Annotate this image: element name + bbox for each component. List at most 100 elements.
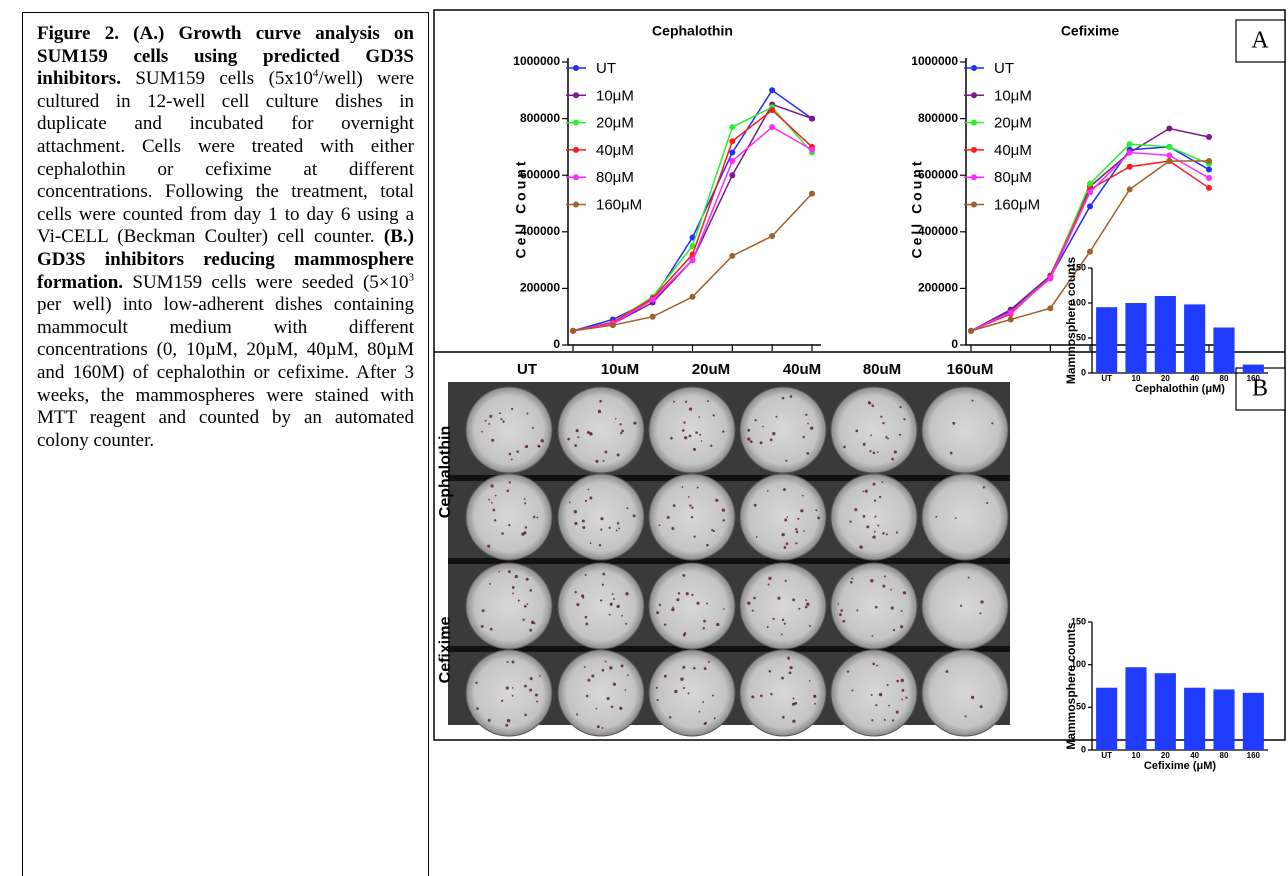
sphere-dot <box>494 494 497 497</box>
sphere-dot <box>888 704 890 707</box>
point <box>689 257 696 264</box>
sphere-dot <box>524 713 527 717</box>
x-tick-label: 80 <box>1220 374 1229 383</box>
sphere-dot <box>703 619 706 623</box>
sphere-dot <box>872 535 876 539</box>
sphere-dot <box>952 421 956 425</box>
sphere-dot <box>510 407 514 410</box>
caption-text: 3 <box>408 271 415 284</box>
sphere-dot <box>521 532 525 536</box>
sphere-dot <box>591 674 595 678</box>
sphere-dot <box>874 515 877 518</box>
legend-marker <box>573 201 579 208</box>
sphere-dot <box>784 579 787 582</box>
sphere-dot <box>506 719 511 723</box>
sphere-dot <box>895 710 899 714</box>
sphere-dot <box>508 481 512 484</box>
sphere-dot <box>747 601 751 605</box>
sphere-dot <box>687 692 690 695</box>
point <box>1166 125 1173 132</box>
sphere-dot <box>673 400 676 403</box>
bar <box>1242 692 1264 750</box>
point <box>570 327 576 334</box>
sphere-dot <box>800 509 804 513</box>
sphere-dot <box>582 596 585 599</box>
sphere-dot <box>762 425 764 428</box>
point <box>1047 275 1054 282</box>
sphere-dot <box>608 526 611 529</box>
sphere-dot <box>712 414 715 417</box>
sphere-dot <box>597 409 602 414</box>
sphere-dot <box>698 416 700 418</box>
sphere-dot <box>533 622 536 625</box>
y-tick-label: 800000 <box>520 111 560 125</box>
point <box>1047 305 1054 312</box>
sphere-dot <box>781 676 784 680</box>
x-tick-label: 10 <box>1132 374 1141 383</box>
sphere-dot <box>576 713 579 716</box>
legend-label: 10μM <box>994 87 1032 104</box>
y-tick-label: 600000 <box>520 167 560 181</box>
point <box>1206 158 1212 165</box>
sphere-dot <box>524 684 527 688</box>
sphere-dot <box>871 719 874 722</box>
y-tick-label: 400000 <box>918 224 958 238</box>
sphere-dot <box>484 419 487 422</box>
sphere-dot <box>532 515 536 519</box>
sphere-dot <box>900 609 903 612</box>
sphere-dot <box>682 573 686 577</box>
sphere-dot <box>769 438 773 442</box>
point <box>1007 309 1014 316</box>
point <box>689 242 696 249</box>
sphere-dot <box>700 440 703 442</box>
sphere-dot <box>794 701 798 705</box>
sphere-dot <box>677 592 681 595</box>
sphere-dot <box>851 577 854 580</box>
sphere-dot <box>488 498 490 501</box>
sphere-dot <box>632 514 636 518</box>
point <box>1126 141 1133 148</box>
sphere-dot <box>783 546 787 549</box>
sphere-dot <box>954 517 957 519</box>
point <box>1007 316 1014 323</box>
panel-label-box <box>1235 19 1286 63</box>
sphere-dot <box>699 433 702 436</box>
sphere-dot <box>574 444 578 447</box>
sphere-dot <box>595 707 598 710</box>
sphere-dot <box>702 627 705 630</box>
sphere-dot <box>529 688 533 692</box>
sphere-dot <box>489 582 491 585</box>
plate-column-label: 10uM <box>601 361 639 378</box>
sphere-dot <box>585 622 589 626</box>
sphere-dot <box>804 605 808 609</box>
well <box>465 473 553 561</box>
sphere-dot <box>782 715 785 719</box>
y-tick-label: 0 <box>553 337 560 351</box>
sphere-dot <box>582 525 586 530</box>
sphere-dot <box>710 444 713 447</box>
sphere-dot <box>703 667 707 670</box>
legend-marker <box>971 119 977 126</box>
point <box>1087 189 1093 196</box>
sphere-dot <box>901 698 903 701</box>
sphere-dot <box>891 457 894 461</box>
point <box>809 115 815 122</box>
sphere-dot <box>755 536 758 538</box>
sphere-dot <box>883 718 886 721</box>
sphere-dot <box>789 666 793 670</box>
point <box>689 293 696 300</box>
sphere-dot <box>589 432 593 436</box>
sphere-dot <box>602 460 605 462</box>
sphere-dot <box>598 544 602 547</box>
plate-column-label: 160uM <box>947 361 994 378</box>
sphere-dot <box>986 501 989 504</box>
sphere-dot <box>663 674 667 678</box>
bar <box>1184 687 1206 750</box>
sphere-dot <box>615 529 618 532</box>
sphere-dot <box>614 417 617 420</box>
sphere-dot <box>967 576 970 579</box>
y-tick-label: 200000 <box>520 281 560 295</box>
sphere-dot <box>666 516 670 519</box>
x-tick-label: 160 <box>1247 374 1261 383</box>
sphere-dot <box>772 617 775 620</box>
